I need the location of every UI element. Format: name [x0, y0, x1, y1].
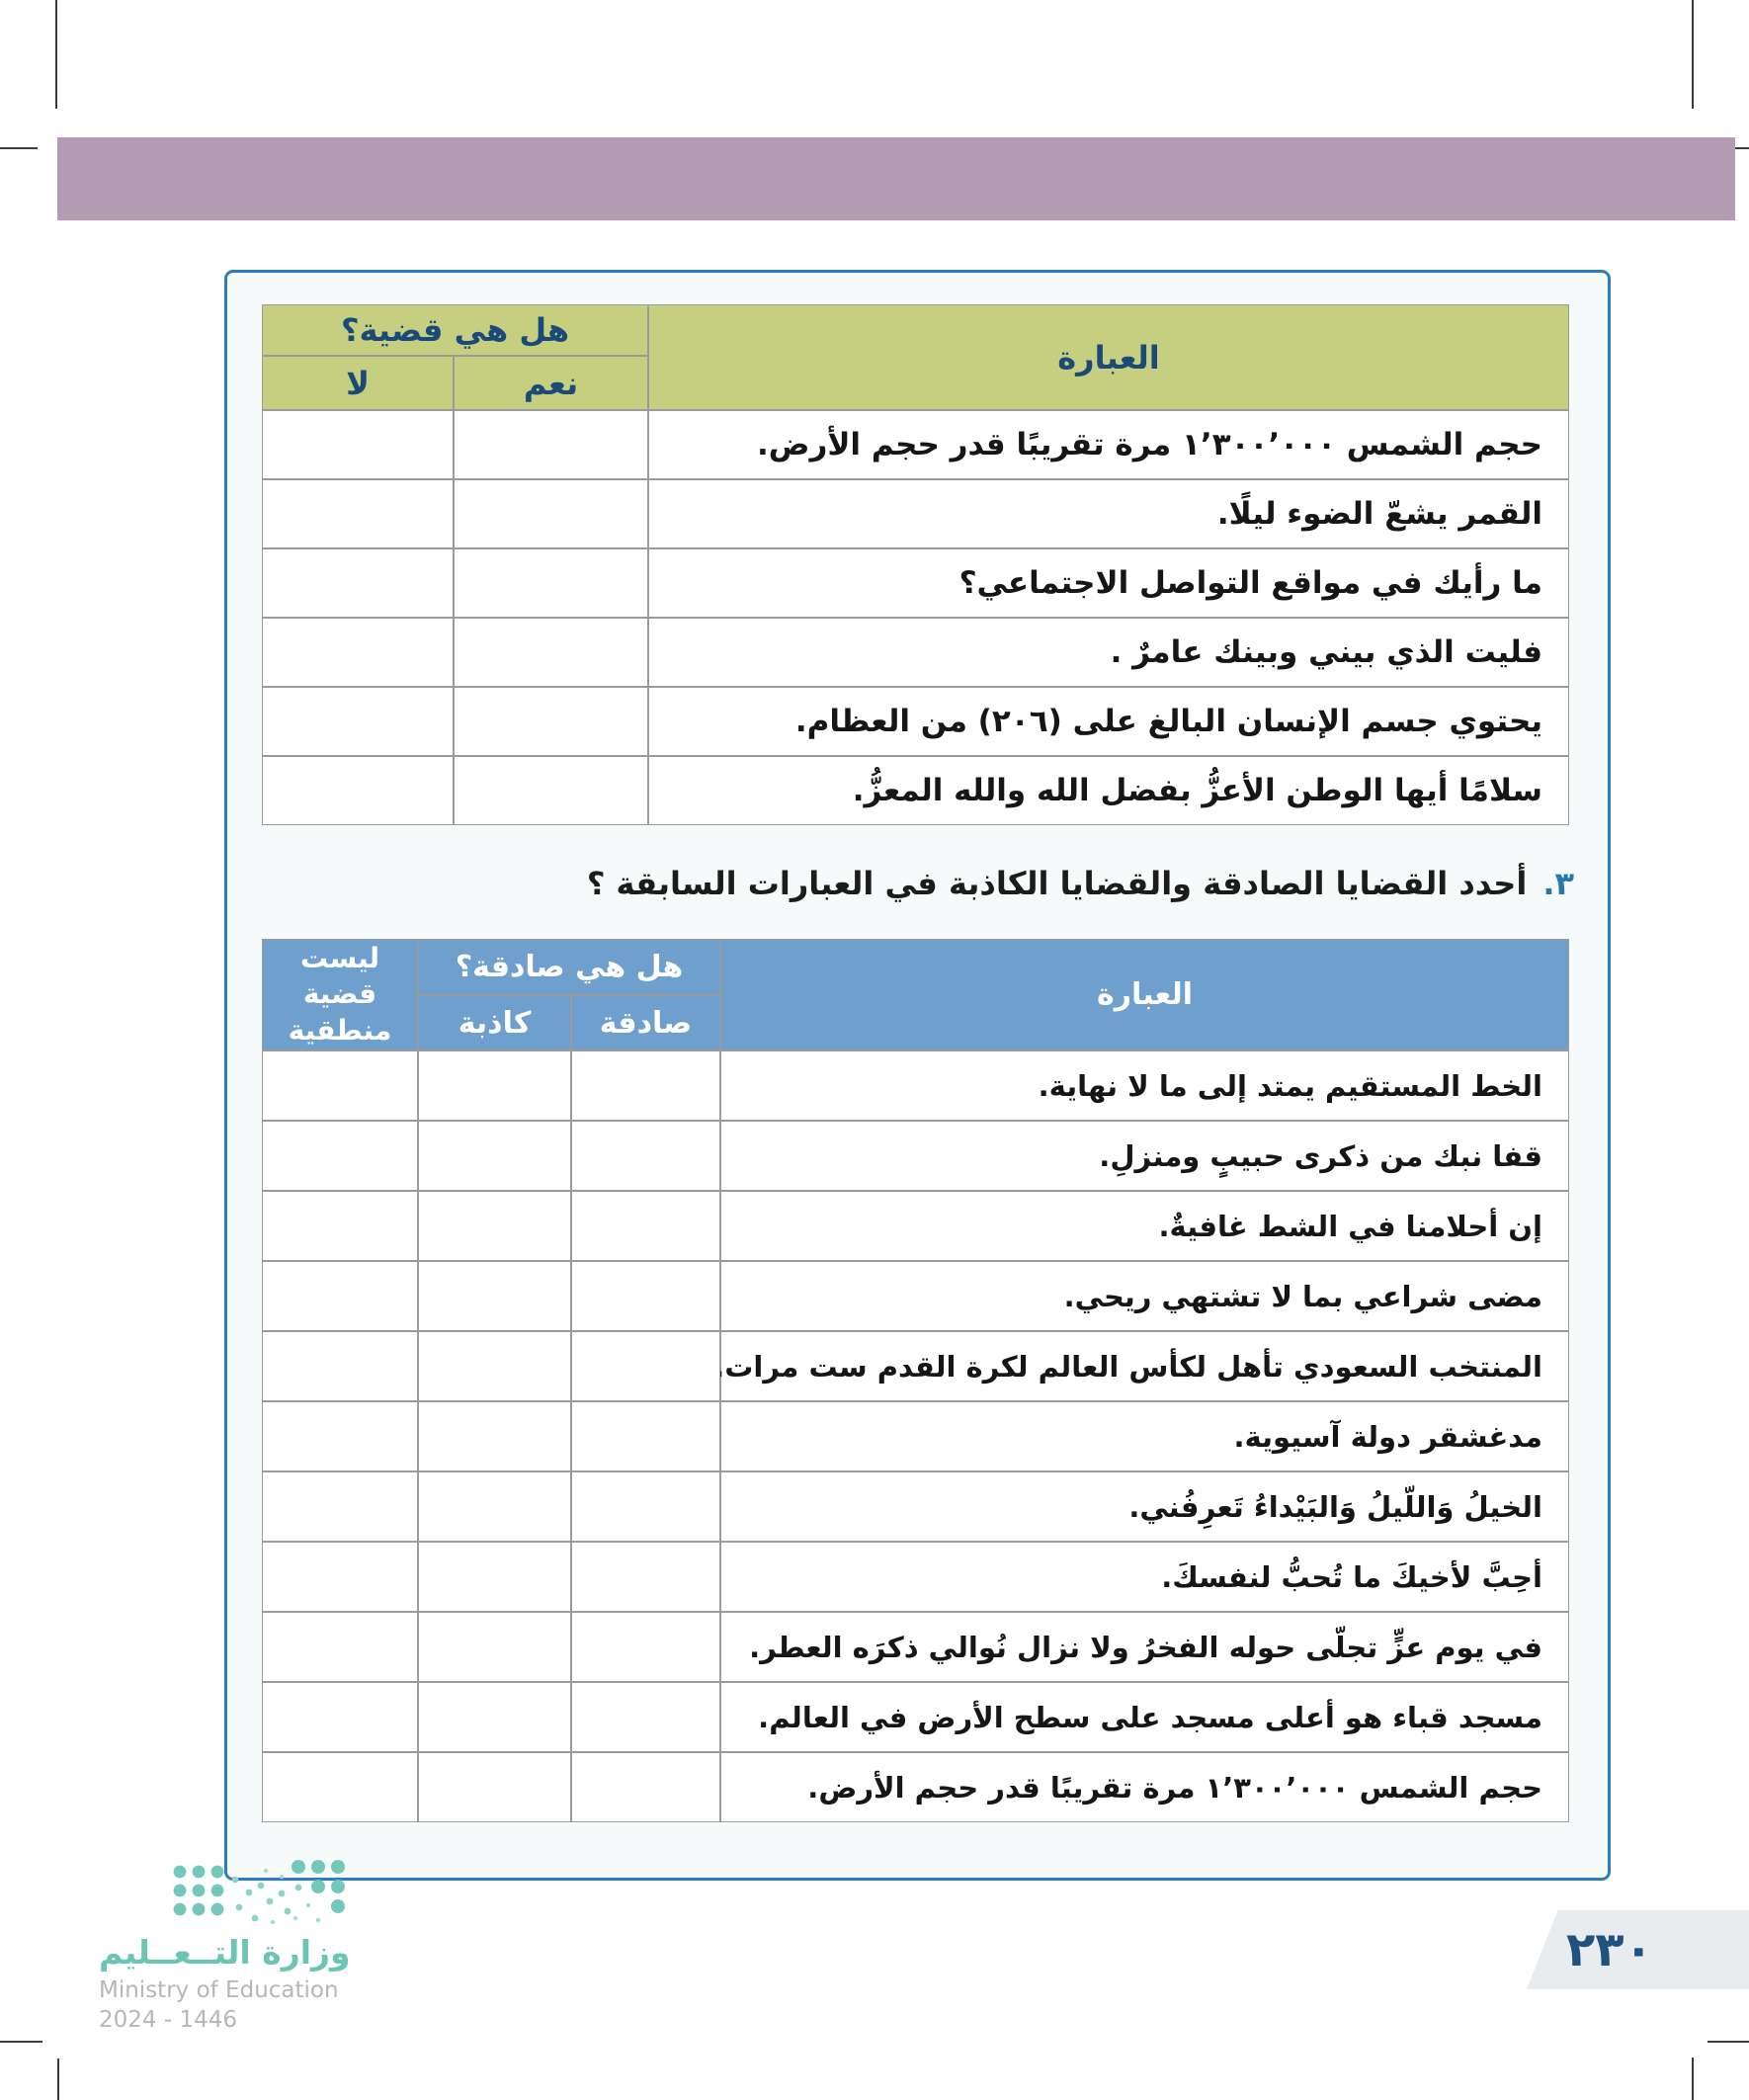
- true-answer-cell[interactable]: [571, 1331, 720, 1401]
- ministry-years: 2024 - 1446: [99, 2007, 237, 2033]
- true-answer-cell[interactable]: [571, 1050, 720, 1121]
- statement-cell: أحِبَّ لأخيكَ ما تُحبُّ لنفسكَ.: [720, 1542, 1569, 1612]
- crop-mark-bottom-right-h: [1707, 2041, 1749, 2043]
- exercise-number: ٣.: [1542, 865, 1574, 902]
- false-answer-cell[interactable]: [418, 1682, 571, 1752]
- no-answer-cell[interactable]: [262, 479, 454, 548]
- true-answer-cell[interactable]: [571, 1542, 720, 1612]
- false-answer-cell[interactable]: [418, 1331, 571, 1401]
- table2-header-group: هل هي صادقة؟: [418, 939, 720, 995]
- yes-answer-cell[interactable]: [454, 618, 648, 687]
- table1-header-group: هل هي قضية؟: [262, 304, 648, 356]
- no-answer-cell[interactable]: [262, 410, 454, 479]
- not-proposition-answer-cell[interactable]: [262, 1471, 418, 1542]
- top-banner: [57, 137, 1735, 220]
- false-answer-cell[interactable]: [418, 1752, 571, 1822]
- statement-cell: ما رأيك في مواقع التواصل الاجتماعي؟: [648, 548, 1569, 618]
- not-proposition-answer-cell[interactable]: [262, 1752, 418, 1822]
- statement-cell: إن أحلامنا في الشط غافيةٌ.: [720, 1191, 1569, 1261]
- content-card: العبارة هل هي قضية؟ نعم لا حجم الشمس ١٬٣…: [224, 270, 1611, 1881]
- false-answer-cell[interactable]: [418, 1050, 571, 1121]
- table1-header-yes: نعم: [454, 356, 648, 410]
- true-answer-cell[interactable]: [571, 1471, 720, 1542]
- statement-cell: حجم الشمس ١٬٣٠٠٬٠٠٠ مرة تقريبًا قدر حجم …: [648, 410, 1569, 479]
- statement-cell: سلامًا أيها الوطن الأعزُّ بفضل الله والل…: [648, 756, 1569, 825]
- table-is-proposition: العبارة هل هي قضية؟ نعم لا حجم الشمس ١٬٣…: [262, 304, 1569, 825]
- not-proposition-answer-cell[interactable]: [262, 1331, 418, 1401]
- table-is-true: العبارة هل هي صادقة؟ صادقة كاذبة ليست قض…: [262, 939, 1569, 1822]
- true-answer-cell[interactable]: [571, 1121, 720, 1191]
- no-answer-cell[interactable]: [262, 756, 454, 825]
- statement-cell: مضى شراعي بما لا تشتهي ريحي.: [720, 1261, 1569, 1331]
- false-answer-cell[interactable]: [418, 1542, 571, 1612]
- table1-header-statement: العبارة: [648, 304, 1569, 410]
- table2-header-not-proposition: ليست قضية منطقية: [262, 939, 418, 1050]
- not-proposition-answer-cell[interactable]: [262, 1542, 418, 1612]
- not-proposition-answer-cell[interactable]: [262, 1121, 418, 1191]
- true-answer-cell[interactable]: [571, 1261, 720, 1331]
- not-proposition-answer-cell[interactable]: [262, 1682, 418, 1752]
- table2-header-statement: العبارة: [720, 939, 1569, 1050]
- yes-answer-cell[interactable]: [454, 479, 648, 548]
- statement-cell: الخيلُ وَاللّيلُ وَالبَيْداءُ تَعرِفُني.: [720, 1471, 1569, 1542]
- statement-cell: قفا نبك من ذكرى حبيبٍ ومنزلِ.: [720, 1121, 1569, 1191]
- false-answer-cell[interactable]: [418, 1191, 571, 1261]
- true-answer-cell[interactable]: [571, 1401, 720, 1471]
- ministry-name-english: Ministry of Education: [99, 1977, 339, 2003]
- true-answer-cell[interactable]: [571, 1682, 720, 1752]
- true-answer-cell[interactable]: [571, 1191, 720, 1261]
- statement-cell: مدغشقر دولة آسيوية.: [720, 1401, 1569, 1471]
- yes-answer-cell[interactable]: [454, 756, 648, 825]
- statement-cell: الخط المستقيم يمتد إلى ما لا نهاية.: [720, 1050, 1569, 1121]
- exercise-instruction: ٣. أحدد القضايا الصادقة والقضايا الكاذبة …: [587, 865, 1574, 902]
- not-proposition-answer-cell[interactable]: [262, 1401, 418, 1471]
- table1-header-no: لا: [262, 356, 454, 410]
- false-answer-cell[interactable]: [418, 1612, 571, 1682]
- ministry-logo-block: وزارة التــعــليم Ministry of Education …: [99, 1933, 351, 2033]
- crop-mark-bottom-left-v: [57, 2058, 59, 2100]
- not-proposition-answer-cell[interactable]: [262, 1612, 418, 1682]
- page-number-badge: ٢٣٠: [1527, 1910, 1749, 1989]
- statement-cell: القمر يشعّ الضوء ليلًا.: [648, 479, 1569, 548]
- true-answer-cell[interactable]: [571, 1612, 720, 1682]
- false-answer-cell[interactable]: [418, 1401, 571, 1471]
- statement-cell: في يوم عزٍّ تجلّى حوله الفخرُ ولا نزال ن…: [720, 1612, 1569, 1682]
- no-answer-cell[interactable]: [262, 548, 454, 618]
- table2-header-false: كاذبة: [418, 995, 571, 1050]
- statement-cell: يحتوي جسم الإنسان البالغ على (٢٠٦) من ال…: [648, 687, 1569, 756]
- not-proposition-answer-cell[interactable]: [262, 1050, 418, 1121]
- table2-header-true: صادقة: [571, 995, 720, 1050]
- crop-mark-bottom-right-v: [1692, 2058, 1694, 2100]
- yes-answer-cell[interactable]: [454, 687, 648, 756]
- false-answer-cell[interactable]: [418, 1471, 571, 1542]
- page-number: ٢٣٠: [1566, 1922, 1653, 1977]
- crop-mark-top-right-v: [1692, 0, 1694, 109]
- yes-answer-cell[interactable]: [454, 410, 648, 479]
- statement-cell: فليت الذي بيني وبينك عامرٌ .: [648, 618, 1569, 687]
- not-proposition-answer-cell[interactable]: [262, 1191, 418, 1261]
- ministry-logo-dots-icon: [173, 1860, 345, 1925]
- ministry-name-arabic: وزارة التــعــليم: [99, 1933, 351, 1972]
- false-answer-cell[interactable]: [418, 1121, 571, 1191]
- true-answer-cell[interactable]: [571, 1752, 720, 1822]
- yes-answer-cell[interactable]: [454, 548, 648, 618]
- crop-mark-top-left-v: [55, 0, 57, 109]
- statement-cell: مسجد قباء هو أعلى مسجد على سطح الأرض في …: [720, 1682, 1569, 1752]
- statement-cell: المنتخب السعودي تأهل لكأس العالم لكرة ال…: [713, 1331, 1569, 1401]
- false-answer-cell[interactable]: [418, 1261, 571, 1331]
- exercise-instruction-text: أحدد القضايا الصادقة والقضايا الكاذبة في…: [586, 865, 1528, 902]
- no-answer-cell[interactable]: [262, 687, 454, 756]
- statement-cell: حجم الشمس ١٬٣٠٠٬٠٠٠ مرة تقريبًا قدر حجم …: [720, 1752, 1569, 1822]
- crop-mark-top-left-h: [0, 147, 38, 149]
- crop-mark-bottom-left-h: [0, 2041, 42, 2043]
- not-proposition-answer-cell[interactable]: [262, 1261, 418, 1331]
- no-answer-cell[interactable]: [262, 618, 454, 687]
